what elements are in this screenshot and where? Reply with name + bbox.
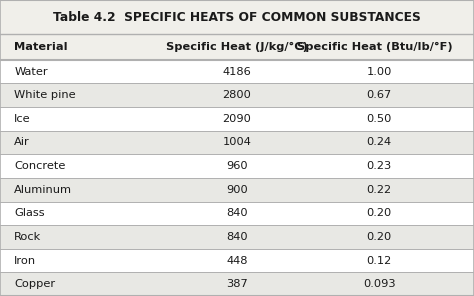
Text: 0.24: 0.24: [366, 137, 392, 147]
Text: Material: Material: [14, 42, 68, 52]
Bar: [0, 225, 474, 249]
Text: Rock: Rock: [14, 232, 41, 242]
Bar: [0, 34, 474, 60]
Text: 0.50: 0.50: [366, 114, 392, 124]
Bar: [0, 272, 474, 296]
Text: 387: 387: [226, 279, 248, 289]
Text: Concrete: Concrete: [14, 161, 65, 171]
Text: 0.20: 0.20: [366, 232, 392, 242]
Text: White pine: White pine: [14, 90, 76, 100]
Bar: [0, 0, 474, 34]
Text: 0.12: 0.12: [366, 255, 392, 266]
Text: Copper: Copper: [14, 279, 55, 289]
Text: Specific Heat (J/kg/°C): Specific Heat (J/kg/°C): [166, 42, 308, 52]
Bar: [0, 107, 474, 131]
Text: 0.20: 0.20: [366, 208, 392, 218]
Text: 0.23: 0.23: [366, 161, 392, 171]
Bar: [0, 154, 474, 178]
Text: 2800: 2800: [223, 90, 251, 100]
Text: 0.22: 0.22: [366, 185, 392, 195]
Text: Glass: Glass: [14, 208, 45, 218]
Bar: [0, 178, 474, 202]
Bar: [0, 249, 474, 272]
Text: 840: 840: [226, 208, 248, 218]
Text: 900: 900: [226, 185, 248, 195]
Text: 0.093: 0.093: [363, 279, 395, 289]
Bar: [0, 202, 474, 225]
Bar: [0, 60, 474, 83]
Text: Aluminum: Aluminum: [14, 185, 72, 195]
Text: 1004: 1004: [223, 137, 251, 147]
Text: 840: 840: [226, 232, 248, 242]
Text: 4186: 4186: [223, 67, 251, 77]
Text: 2090: 2090: [223, 114, 251, 124]
Text: Iron: Iron: [14, 255, 36, 266]
Bar: [0, 83, 474, 107]
Text: Air: Air: [14, 137, 30, 147]
Text: Ice: Ice: [14, 114, 31, 124]
Text: Table 4.2  SPECIFIC HEATS OF COMMON SUBSTANCES: Table 4.2 SPECIFIC HEATS OF COMMON SUBST…: [53, 11, 421, 23]
Text: Water: Water: [14, 67, 48, 77]
Text: 960: 960: [226, 161, 248, 171]
Bar: [0, 131, 474, 154]
Text: 0.67: 0.67: [366, 90, 392, 100]
Text: Specific Heat (Btu/lb/°F): Specific Heat (Btu/lb/°F): [297, 42, 452, 52]
Text: 448: 448: [226, 255, 248, 266]
Text: 1.00: 1.00: [366, 67, 392, 77]
